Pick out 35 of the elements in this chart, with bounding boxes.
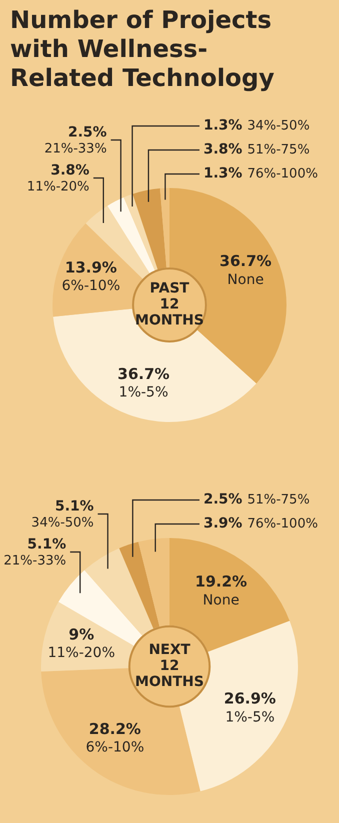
slice-label: 76%-100%: [247, 516, 318, 532]
data-label: 2.5%: [68, 124, 107, 141]
data-label: 3.8%: [204, 142, 248, 158]
data-label: 26.9%: [224, 690, 276, 708]
slice-label: 6%-10%: [62, 278, 120, 294]
data-label: 5.1%: [27, 536, 66, 553]
slice-label: None: [227, 272, 264, 288]
slice-label: 51%-75%: [247, 492, 310, 508]
data-label: 36.7%: [220, 252, 272, 270]
data-label: 1.3%: [204, 166, 248, 182]
data-label: 3.8%: [50, 162, 90, 179]
data-label: 13.9%: [64, 258, 117, 276]
data-label: 5.1%: [54, 498, 94, 515]
data-label: 1.3%: [204, 118, 248, 134]
data-label: 2.5%: [204, 492, 248, 508]
slice-label: 6%-10%: [86, 740, 144, 756]
slice-label: None: [202, 592, 240, 608]
text: NEXT 12 MONTHS: [135, 642, 204, 690]
text: PAST 12 MONTHS: [135, 280, 204, 329]
slice-label: 11%-20%: [26, 179, 90, 194]
slice-label: 1%-5%: [118, 384, 168, 401]
data-label: 19.2%: [195, 572, 248, 591]
slice-label: 11%-20%: [48, 645, 116, 662]
slice-label: 34%-50%: [31, 515, 94, 530]
slice-label: 1%-5%: [225, 709, 275, 726]
slice-label: 34%-50%: [247, 118, 310, 134]
data-label: 9%: [68, 625, 94, 644]
data-label: 36.7%: [118, 364, 170, 383]
slice-label: 76%-100%: [247, 166, 318, 182]
data-label: 3.9%: [204, 516, 248, 532]
slice-label: 21%-33%: [4, 553, 66, 568]
slice-label: 51%-75%: [247, 142, 310, 158]
data-label: 28.2%: [88, 720, 141, 738]
slice-label: 21%-33%: [44, 141, 107, 156]
chart-title: Number of Projects with Wellness-Related Technology: [9, 5, 276, 93]
